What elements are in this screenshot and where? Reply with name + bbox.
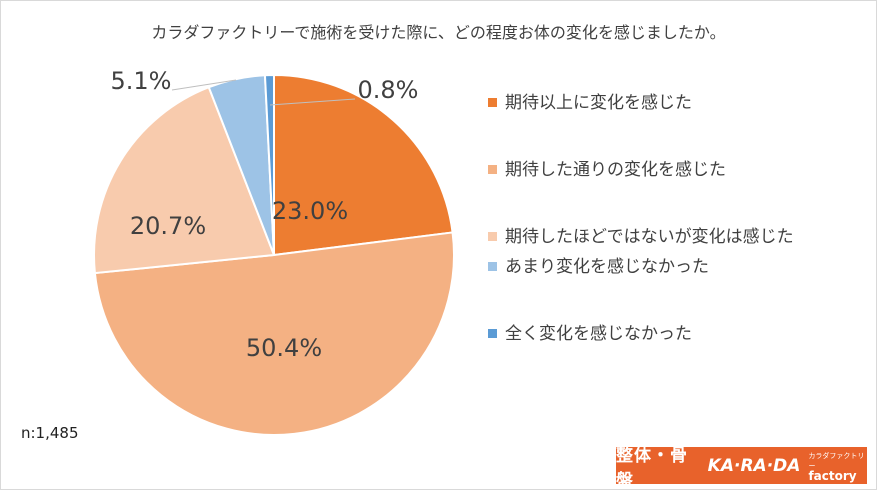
legend-item-exceeded: 期待以上に変化を感じた [488,88,808,118]
legend-swatch-as-expected [488,165,497,174]
legend-item-as-expected: 期待した通りの変化を感じた [488,155,808,185]
legend-label-not-much: あまり変化を感じなかった [505,257,709,277]
data-label-not-much: 5.1% [111,67,172,95]
sample-size: n:1,485 [21,424,79,442]
pie-slice-as-expected [93,231,455,436]
legend-swatch-less-than-expected [488,232,497,241]
legend-item-none: 全く変化を感じなかった [488,319,808,349]
pie-slice-exceeded [273,73,454,257]
data-label-less-than-expected: 20.7% [130,212,206,240]
logo-sub-kana: カラダファクトリー [808,451,865,470]
pie-slice-less-than-expected [93,85,276,275]
chart-title: カラダファクトリーで施術を受けた際に、どの程度お体の変化を感じましたか。 [151,23,726,42]
data-label-exceeded: 23.0% [272,197,348,225]
logo-sub: カラダファクトリー factory [808,451,867,483]
legend-swatch-none [488,329,497,338]
logo-en-text: KA·RA·DA [707,455,801,476]
legend-swatch-exceeded [488,98,497,107]
legend-label-as-expected: 期待した通りの変化を感じた [505,160,726,180]
legend-swatch-not-much [488,262,497,271]
legend-item-not-much: あまり変化を感じなかった [488,252,808,282]
brand-logo: 整体・骨盤 KA·RA·DA カラダファクトリー factory [616,446,867,491]
pie-slice-none [263,73,275,256]
legend: 期待以上に変化を感じた 期待した通りの変化を感じた 期待したほどではないが変化は… [488,88,808,349]
data-label-none: 0.8% [358,76,419,104]
data-label-as-expected: 50.4% [246,334,322,362]
legend-label-less-than-expected: 期待したほどではないが変化は感じた [505,227,794,247]
legend-label-exceeded: 期待以上に変化を感じた [505,93,692,113]
logo-jp-text: 整体・骨盤 [616,445,688,491]
legend-label-none: 全く変化を感じなかった [505,324,692,344]
logo-sub-word: factory [808,468,857,483]
legend-item-less-than-expected: 期待したほどではないが変化は感じた [488,222,808,252]
leader-line-not-much [171,79,237,91]
leader-line-none [269,98,356,106]
